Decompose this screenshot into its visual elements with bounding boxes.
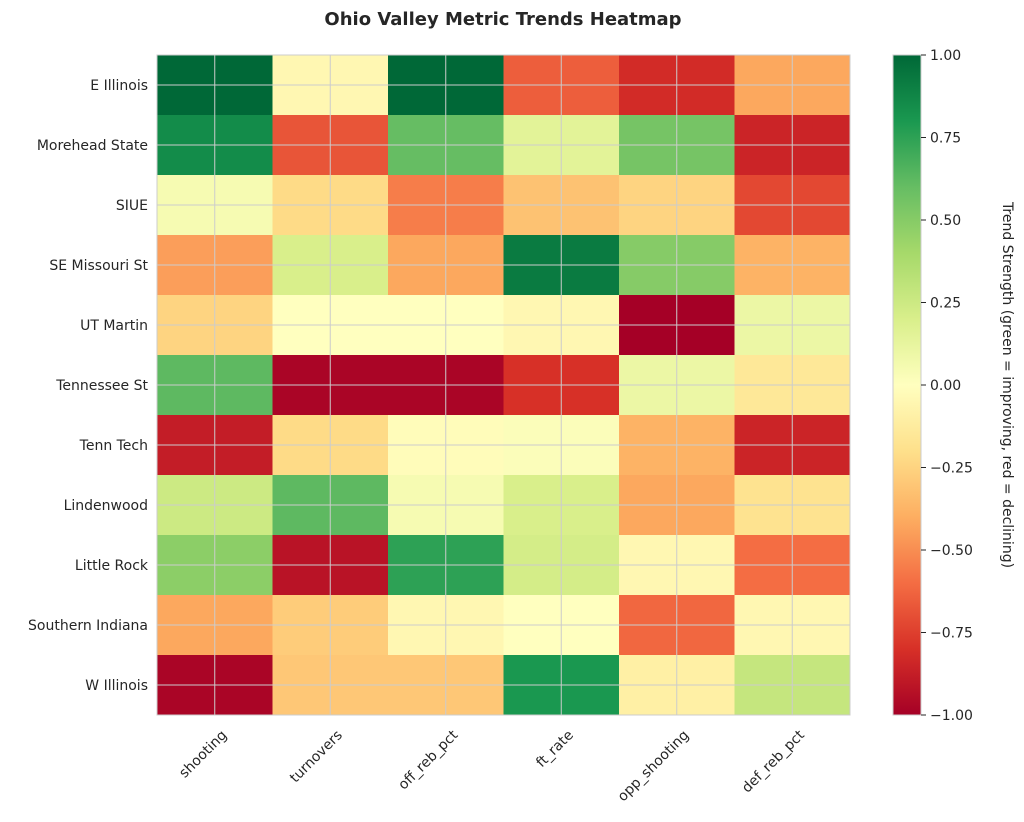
heatmap-gridlines xyxy=(157,55,850,715)
colorbar-tick-label: 0.50 xyxy=(930,213,961,229)
row-label: Tennessee St xyxy=(55,378,148,394)
row-label: Little Rock xyxy=(75,558,149,574)
column-labels: shooting turnovers off_reb_pct ft_rate opp_s… xyxy=(176,727,808,805)
column-label: turnovers xyxy=(287,727,346,786)
row-label: SIUE xyxy=(116,198,148,214)
row-label: SE Missouri St xyxy=(49,258,148,274)
row-labels: E Illinois Morehead State SIUE SE Missouri … xyxy=(28,78,149,694)
row-label: UT Martin xyxy=(80,318,148,334)
colorbar-tick-label: 1.00 xyxy=(930,48,961,64)
row-label: W Illinois xyxy=(85,678,148,694)
column-label: opp_shooting xyxy=(615,727,693,805)
column-label: off_reb_pct xyxy=(395,727,461,793)
row-label: Tenn Tech xyxy=(79,438,148,454)
plot-frame xyxy=(156,54,851,716)
row-label: Lindenwood xyxy=(64,498,148,514)
colorbar-tick-label: −0.25 xyxy=(930,461,973,477)
chart-title: Ohio Valley Metric Trends Heatmap xyxy=(324,9,681,30)
row-label: E Illinois xyxy=(90,78,148,94)
colorbar xyxy=(892,54,922,716)
row-label: Morehead State xyxy=(37,138,148,154)
colorbar-tick-label: 0.00 xyxy=(930,378,961,394)
column-label: ft_rate xyxy=(533,727,577,771)
colorbar-tick-label: 0.25 xyxy=(930,296,961,312)
colorbar-tick-label: 0.75 xyxy=(930,131,961,147)
colorbar-tick-label: −0.50 xyxy=(930,543,973,559)
colorbar-label: Trend Strength (green = improving, red =… xyxy=(999,201,1015,568)
colorbar-tick-label: −1.00 xyxy=(930,708,973,724)
row-label: Southern Indiana xyxy=(28,618,148,634)
colorbar-ticks: 1.00 0.75 0.50 0.25 0.00 −0.25 −0.50 −0.75 −1.00 xyxy=(921,48,973,724)
colorbar-tick-label: −0.75 xyxy=(930,626,973,642)
column-label: shooting xyxy=(176,727,230,781)
column-label: def_reb_pct xyxy=(739,727,808,796)
